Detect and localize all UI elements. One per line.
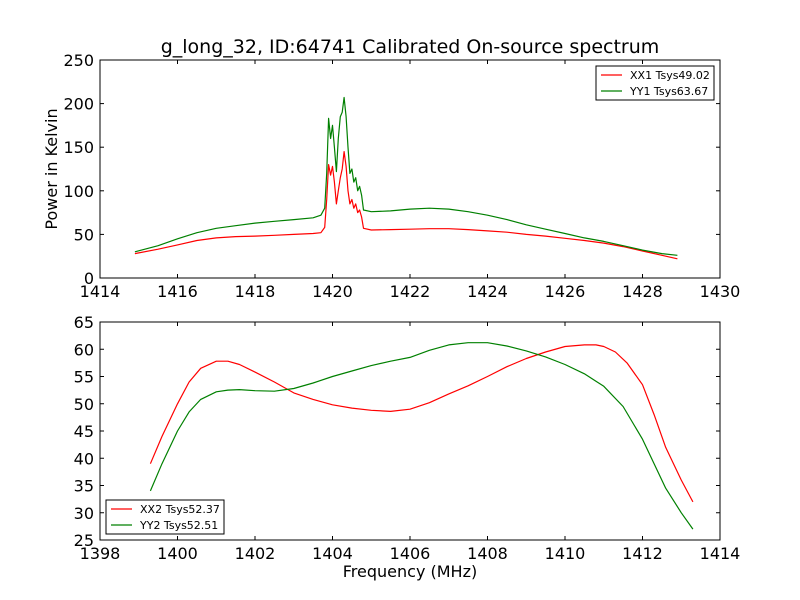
bottom-x-axis-label: Frequency (MHz)	[343, 562, 477, 581]
bottom-y-tick-label: 65	[74, 313, 94, 332]
top-y-tick-label: 100	[63, 182, 94, 201]
top-series-line-2	[134, 96, 678, 256]
bottom-y-tick-label: 25	[74, 531, 94, 550]
top-x-tick-label: 1418	[235, 282, 276, 301]
top-x-tick-label: 1430	[700, 282, 741, 301]
bottom-y-tick-label: 40	[74, 449, 94, 468]
bottom-series-line-2	[149, 342, 694, 530]
top-x-tick-label: 1426	[545, 282, 586, 301]
top-x-tick-label: 1414	[80, 282, 121, 301]
bottom-y-tick-label: 45	[74, 422, 94, 441]
top-x-tick-label: 1416	[157, 282, 198, 301]
bottom-x-tick-label: 1398	[80, 544, 121, 563]
top-plot-frame	[99, 59, 721, 279]
bottom-x-tick-label: 1402	[235, 544, 276, 563]
bottom-legend-label-yy2: YY2 Tsys52.51	[139, 519, 218, 532]
top-ticks-layer: 1414 1416 1418 1420 1422 1424 1426 1428 1430 0 50 1…	[63, 51, 740, 301]
bottom-x-tick-label: 1404	[312, 544, 353, 563]
bottom-x-tick-label: 1408	[467, 544, 508, 563]
bottom-y-tick-label: 50	[74, 395, 94, 414]
bottom-x-tick-label: 1410	[545, 544, 586, 563]
bottom-y-tick-label: 60	[74, 340, 94, 359]
bottom-x-tick-label: 1414	[700, 544, 741, 563]
bottom-y-tick-label: 30	[74, 504, 94, 523]
bottom-legend-label-xx2: XX2 Tsys52.37	[140, 503, 220, 516]
bottom-ticks-layer: 1398 1400 1402 1404 1406 1408 1410 1412 1414 25 30…	[74, 313, 741, 563]
bottom-series-line-1	[149, 344, 694, 503]
bottom-y-tick-label: 55	[74, 368, 94, 387]
bottom-chart: Frequency (MHz) 1398 1400 1402 1404 1406 1408…	[74, 313, 741, 581]
bottom-legend-box	[105, 499, 225, 535]
bottom-y-tick-label: 35	[74, 477, 94, 496]
top-chart: g_long_32, ID:64741 Calibrated On-source…	[42, 36, 740, 301]
bottom-x-tick-label: 1406	[390, 544, 431, 563]
top-y-tick-label: 50	[74, 225, 94, 244]
top-y-tick-label: 250	[63, 51, 94, 70]
bottom-series-layer	[149, 342, 694, 530]
top-legend-label-xx1: XX1 Tsys49.02	[630, 69, 710, 82]
top-y-tick-label: 0	[84, 269, 94, 288]
top-series-line-1	[134, 151, 678, 260]
bottom-x-tick-label: 1400	[157, 544, 198, 563]
bottom-x-tick-label: 1412	[622, 544, 663, 563]
top-y-tick-label: 150	[63, 138, 94, 157]
top-x-tick-label: 1420	[312, 282, 353, 301]
top-x-tick-label: 1428	[622, 282, 663, 301]
top-x-tick-label: 1424	[467, 282, 508, 301]
bottom-legend: XX2 Tsys52.37 YY2 Tsys52.51	[105, 499, 225, 535]
top-legend-box	[595, 65, 715, 101]
top-x-tick-label: 1422	[390, 282, 431, 301]
top-y-axis-label: Power in Kelvin	[42, 108, 61, 229]
bottom-plot-frame	[99, 321, 721, 541]
chart-title: g_long_32, ID:64741 Calibrated On-source…	[161, 36, 660, 58]
top-legend: XX1 Tsys49.02 YY1 Tsys63.67	[595, 65, 715, 101]
top-legend-label-yy1: YY1 Tsys63.67	[629, 85, 708, 98]
top-y-tick-label: 200	[63, 95, 94, 114]
top-series-layer	[134, 96, 678, 260]
